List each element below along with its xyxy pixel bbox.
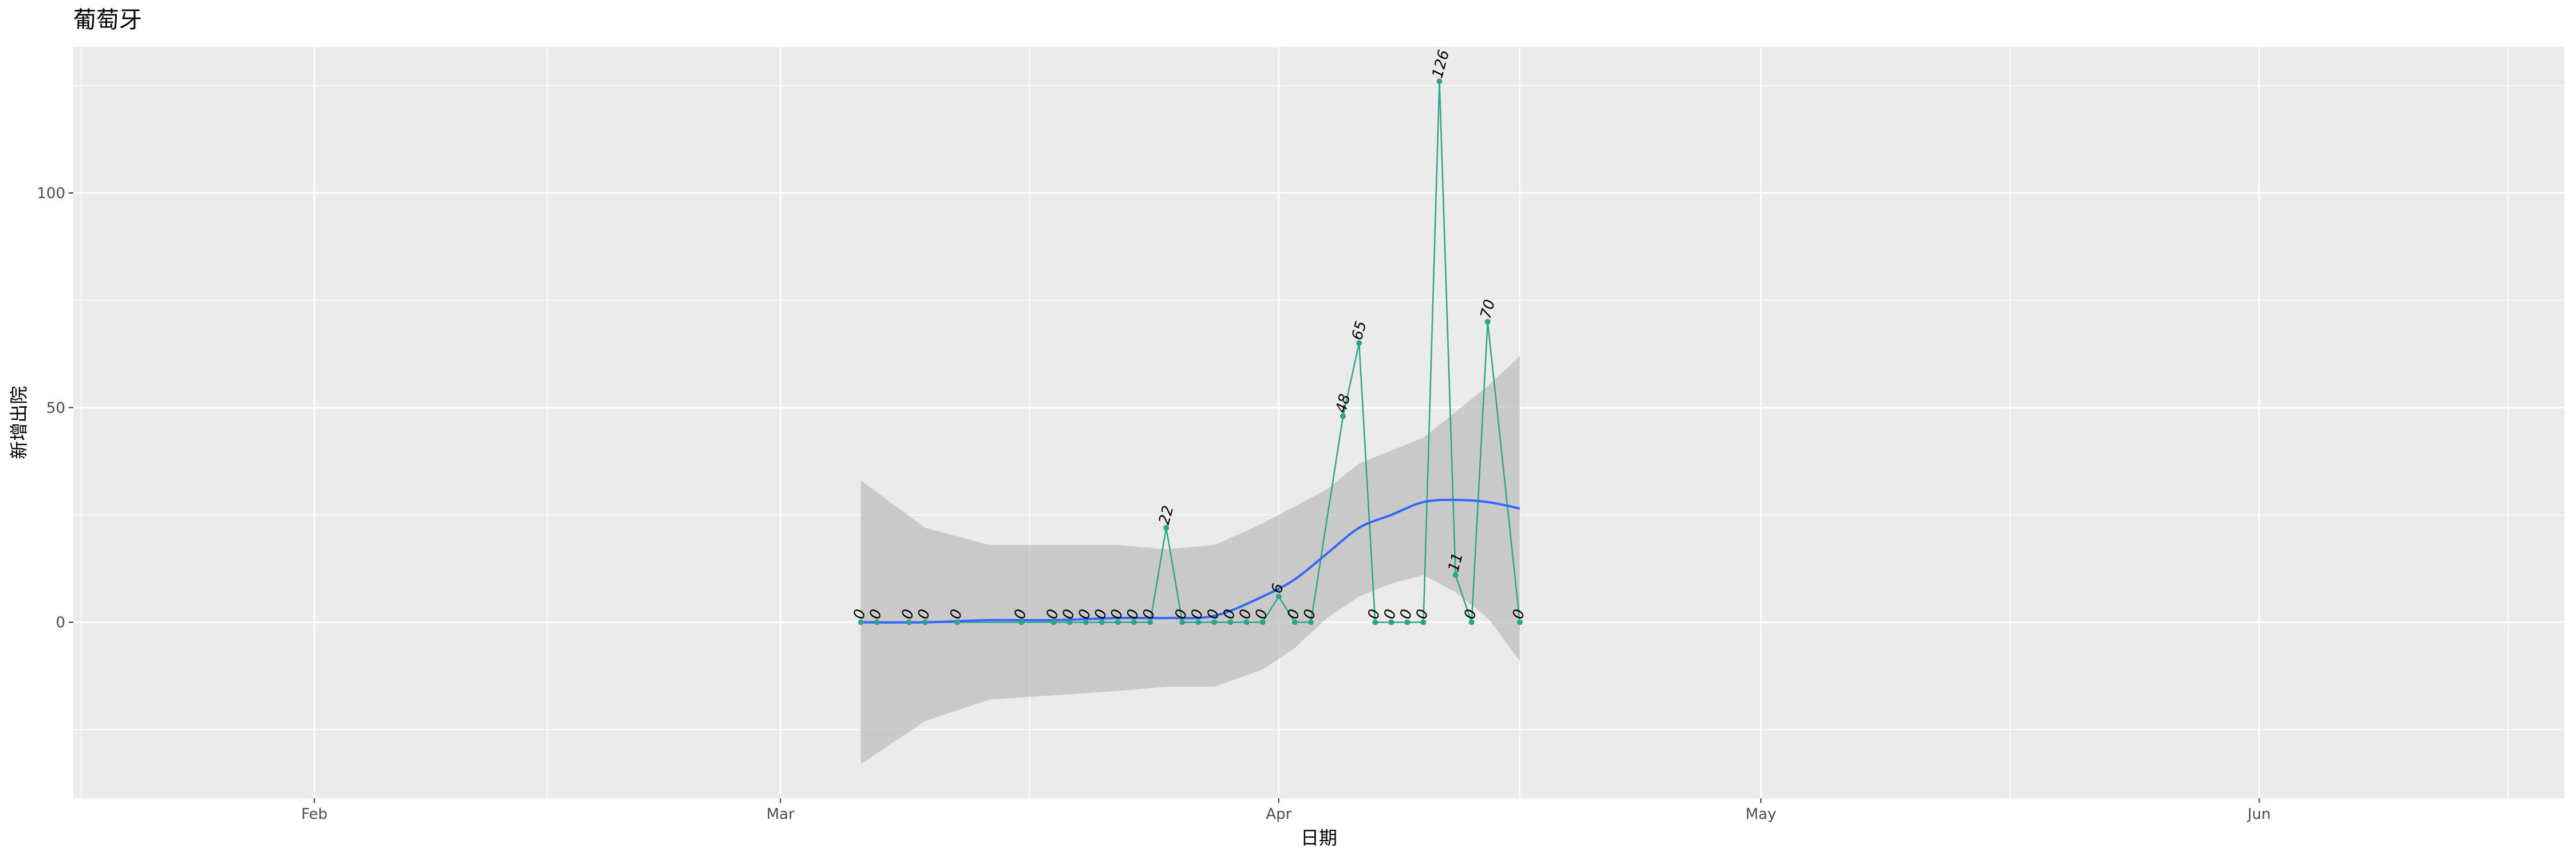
- x-tick-label: May: [1745, 806, 1776, 823]
- data-point: [1484, 318, 1491, 325]
- data-point: [1275, 593, 1282, 600]
- data-point: [1291, 619, 1298, 625]
- data-label: 0: [899, 608, 918, 621]
- data-label: 0: [1397, 608, 1416, 621]
- data-label: 0: [1204, 608, 1223, 621]
- data-label: 0: [1108, 608, 1127, 621]
- data-label: 0: [1253, 608, 1271, 621]
- data-label: 0: [1011, 608, 1030, 621]
- data-label: 0: [1365, 608, 1384, 621]
- data-point: [1388, 619, 1394, 625]
- x-tick-label: Jun: [2246, 806, 2271, 823]
- y-tick-label: 0: [56, 614, 65, 632]
- data-point: [1259, 619, 1266, 625]
- data-label: 0: [1124, 608, 1143, 621]
- data-point: [954, 619, 961, 625]
- data-point: [1115, 619, 1121, 625]
- x-axis-title: 日期: [1301, 827, 1337, 849]
- data-point: [1179, 619, 1186, 625]
- data-point: [922, 619, 929, 625]
- data-point: [1050, 619, 1057, 625]
- data-label: 0: [1172, 608, 1191, 621]
- data-point: [1340, 413, 1346, 419]
- data-point: [1082, 619, 1089, 625]
- data-label: 0: [1092, 608, 1111, 621]
- x-tick-label: Mar: [767, 806, 795, 823]
- data-label: 0: [1301, 608, 1319, 621]
- data-point: [1356, 340, 1362, 346]
- y-axis-title: 新增出院: [8, 386, 30, 459]
- data-label: 0: [867, 608, 886, 621]
- data-point: [1195, 619, 1202, 625]
- confidence-band: [860, 356, 1520, 765]
- data-point: [1131, 619, 1137, 625]
- data-label: 0: [1140, 608, 1159, 621]
- data-point: [1516, 619, 1523, 625]
- data-label: 0: [915, 608, 934, 621]
- data-point: [1420, 619, 1427, 625]
- data-label: 0: [1060, 608, 1078, 621]
- minor-gridlines: [73, 47, 2565, 798]
- data-point: [1404, 619, 1411, 625]
- data-point: [1066, 619, 1073, 625]
- data-label: 0: [1044, 608, 1062, 621]
- data-point: [1018, 619, 1025, 625]
- plot-panel: [73, 47, 2565, 798]
- data-label: 0: [1285, 608, 1303, 621]
- data-point: [1452, 572, 1459, 578]
- x-axis-ticks: Feb Mar Apr May Jun: [301, 798, 2271, 823]
- data-point: [1147, 619, 1153, 625]
- data-point: [874, 619, 880, 625]
- data-point: [1243, 619, 1250, 625]
- data-point: [1227, 619, 1234, 625]
- data-point: [906, 619, 912, 625]
- data-point: [858, 619, 864, 625]
- y-axis-ticks: 0 50 100: [37, 185, 73, 632]
- smooth-trend-line: [860, 498, 1520, 624]
- x-tick-label: Feb: [301, 806, 327, 823]
- series-line: [860, 81, 1521, 623]
- data-label: 6: [1269, 582, 1287, 596]
- data-label: 0: [851, 608, 870, 621]
- data-point: [1468, 619, 1475, 625]
- data-label: 0: [1461, 608, 1480, 621]
- data-point: [1372, 619, 1378, 625]
- data-point: [1307, 619, 1314, 625]
- data-point: [1163, 525, 1170, 531]
- x-tick-label: Apr: [1266, 806, 1291, 823]
- data-point: [1436, 78, 1443, 84]
- data-label: 0: [1413, 608, 1432, 621]
- data-label: 0: [1076, 608, 1095, 621]
- data-label: 0: [1236, 608, 1255, 621]
- data-label: 0: [1188, 608, 1207, 621]
- y-tick-label: 100: [37, 185, 65, 202]
- chart-title: 葡萄牙: [73, 7, 142, 33]
- data-label: 0: [1510, 608, 1528, 621]
- y-tick-label: 50: [46, 400, 65, 417]
- data-label: 0: [1220, 608, 1239, 621]
- data-label: 0: [1381, 608, 1400, 621]
- major-gridlines: [73, 47, 2565, 798]
- data-points: [858, 78, 1523, 625]
- data-point: [1099, 619, 1105, 625]
- data-label: 0: [947, 608, 966, 621]
- data-point: [1211, 619, 1218, 625]
